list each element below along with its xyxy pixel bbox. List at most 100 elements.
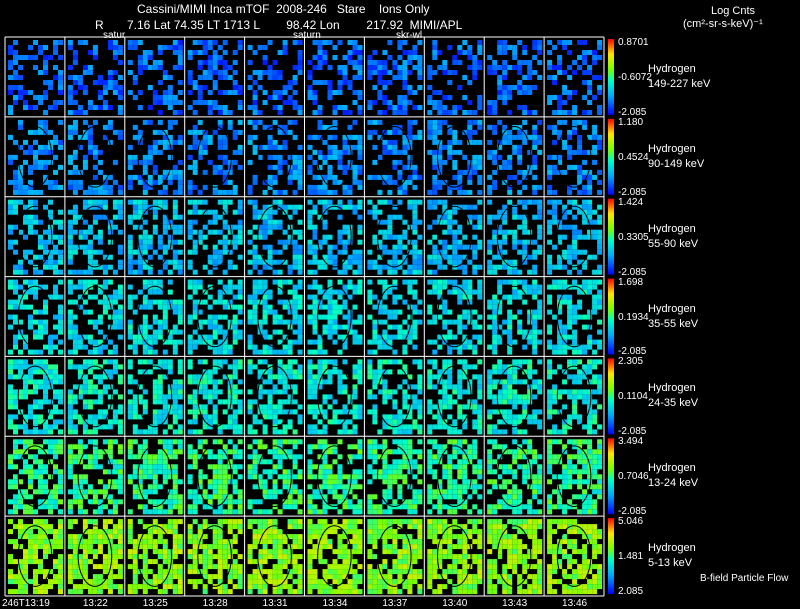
heatmap-cell [332, 329, 338, 335]
heatmap-cell [117, 294, 123, 300]
heatmap-cell [317, 149, 323, 155]
heatmap-cell [67, 449, 73, 455]
heatmap-cell [552, 399, 558, 405]
heatmap-cell [97, 80, 103, 85]
heatmap-cell [197, 85, 203, 90]
heatmap-cell [587, 179, 593, 185]
heatmap-cell [597, 249, 603, 255]
heatmap-cell [397, 65, 403, 70]
heatmap-cell [28, 319, 33, 325]
heatmap-cell [567, 324, 573, 330]
heatmap-cell [567, 199, 573, 205]
heatmap-cell [8, 134, 13, 140]
heatmap-cell [257, 419, 263, 425]
heatmap-cell [392, 144, 398, 150]
heatmap-cell [13, 50, 18, 55]
heatmap-cell [272, 329, 278, 335]
heatmap-cell [23, 234, 28, 240]
heatmap-cell [227, 169, 233, 175]
heatmap-cell [462, 264, 468, 270]
heatmap-cell [287, 504, 293, 510]
heatmap-cell [392, 399, 398, 405]
heatmap-cell [332, 134, 338, 140]
heatmap-cell [157, 100, 163, 105]
heatmap-cell [13, 464, 18, 470]
heatmap-cell [512, 134, 518, 140]
heatmap-cell [8, 374, 13, 380]
heatmap-cell [437, 124, 443, 130]
marker-label-right: skr-wl [396, 30, 423, 41]
heatmap-cell [53, 294, 58, 300]
heatmap-cell [28, 314, 33, 320]
heatmap-cell [232, 444, 238, 450]
heatmap-cell [267, 219, 273, 225]
heatmap-cell [417, 105, 423, 110]
heatmap-cell [97, 239, 103, 245]
heatmap-cell [477, 95, 483, 100]
heatmap-cell [132, 454, 138, 460]
heatmap-cell [287, 439, 293, 445]
heatmap-cell [492, 60, 498, 65]
heatmap-cell [117, 324, 123, 330]
heatmap-cell [397, 334, 403, 340]
flow-circle [17, 205, 53, 268]
heatmap-cell [38, 70, 43, 75]
heatmap-cell [307, 449, 313, 455]
heatmap-cell [13, 264, 18, 270]
heatmap-cell [18, 124, 23, 130]
heatmap-cell [252, 314, 258, 320]
heatmap-cell [237, 379, 243, 385]
heatmap-cell [552, 199, 558, 205]
heatmap-cell [262, 284, 268, 290]
heatmap-cell [247, 159, 253, 165]
row-energy-label: 24-35 keV [648, 397, 699, 410]
heatmap-cell [287, 169, 293, 175]
heatmap-cell [137, 444, 143, 450]
heatmap-cell [472, 399, 478, 405]
heatmap-cell [567, 40, 573, 45]
heatmap-cell [147, 324, 153, 330]
heatmap-cell [292, 289, 298, 295]
heatmap-cell [72, 489, 78, 495]
heatmap-cell [252, 474, 258, 480]
heatmap-cell [137, 449, 143, 455]
heatmap-cell [257, 279, 263, 285]
heatmap-cell [267, 164, 273, 170]
heatmap-cell [33, 219, 38, 225]
heatmap-cell [317, 314, 323, 320]
heatmap-cell [552, 124, 558, 130]
heatmap-cell [292, 319, 298, 325]
heatmap-cell [407, 289, 413, 295]
heatmap-cell [407, 249, 413, 255]
heatmap-cell [327, 449, 333, 455]
heatmap-cell [292, 254, 298, 260]
heatmap-cell [457, 289, 463, 295]
heatmap-cell [472, 309, 478, 315]
heatmap-cell [412, 50, 418, 55]
heatmap-cell [367, 289, 373, 295]
heatmap-cell [467, 110, 473, 115]
heatmap-cell [142, 50, 148, 55]
heatmap-cell [452, 234, 458, 240]
heatmap-cell [177, 90, 183, 95]
heatmap-cell [207, 254, 213, 260]
heatmap-cell [297, 299, 303, 305]
heatmap-cell [322, 359, 328, 365]
heatmap-cell [23, 359, 28, 365]
heatmap-cell [317, 60, 323, 65]
heatmap-cell [597, 279, 603, 285]
heatmap-cell [412, 184, 418, 190]
heatmap-cell [262, 304, 268, 310]
flow-circle [377, 126, 412, 188]
heatmap-cell [392, 159, 398, 165]
heatmap-cell [162, 224, 168, 230]
heatmap-cell [342, 75, 348, 80]
heatmap-cell [467, 299, 473, 305]
heatmap-cell [387, 100, 393, 105]
heatmap-cell [77, 214, 83, 220]
heatmap-cell [502, 100, 508, 105]
colorbar-mid-label: 0.3305 [618, 231, 649, 243]
heatmap-cell [252, 95, 258, 100]
heatmap-cell [132, 309, 138, 315]
heatmap-cell [202, 394, 208, 400]
